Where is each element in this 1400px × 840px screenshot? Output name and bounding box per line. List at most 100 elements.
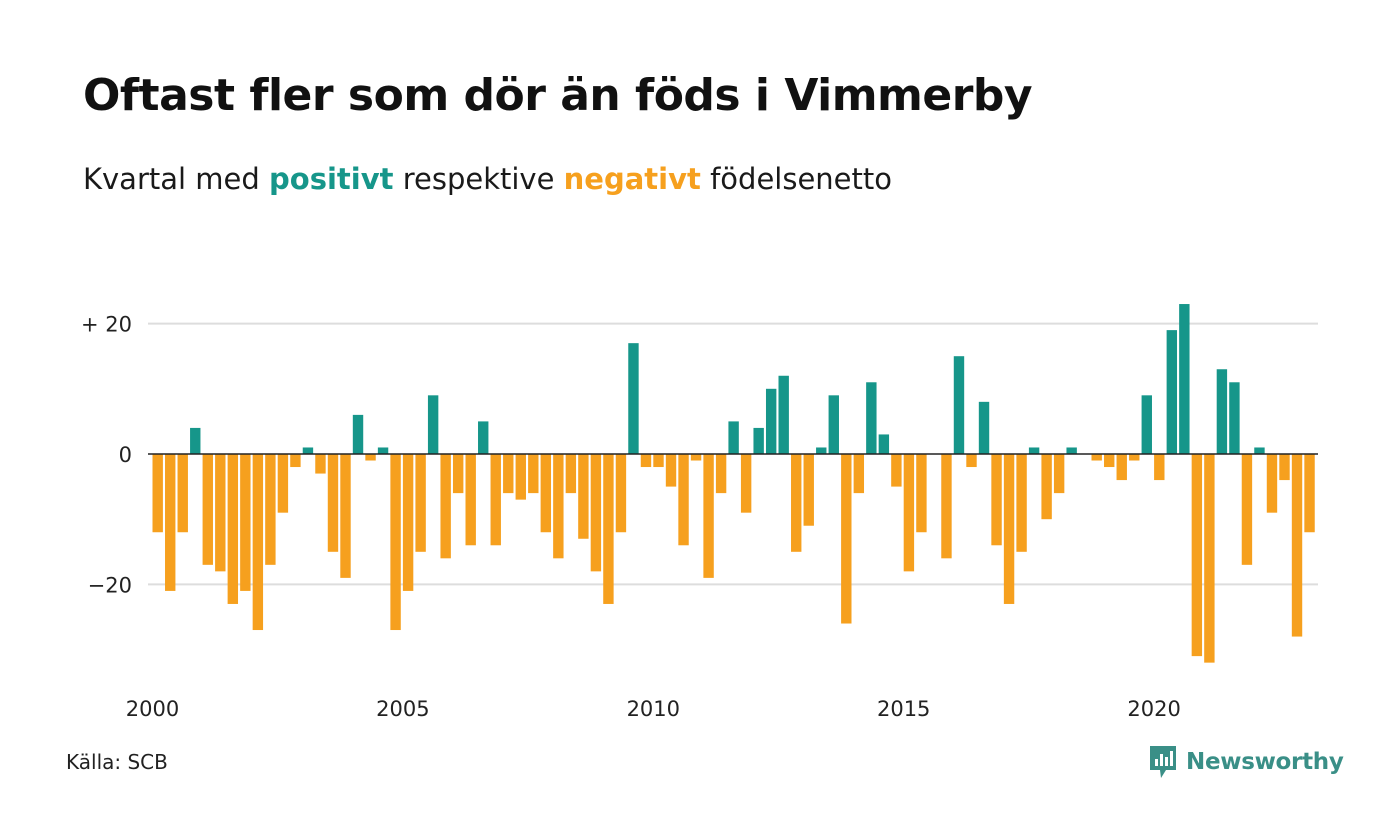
bar [440,454,451,559]
subtitle-suffix: födelsenetto [700,162,892,196]
bar [916,454,927,533]
bar [891,454,902,487]
bar [202,454,213,565]
bar [1129,454,1140,461]
bar [665,454,677,487]
bar [866,382,877,454]
bar [1166,330,1178,454]
subtitle-negative-word: negativt [563,162,701,196]
bar [1229,382,1240,454]
bar [1028,447,1040,454]
x-tick-label: 2020 [1127,697,1180,721]
bar [553,454,564,559]
subtitle-middle: respektive [393,162,564,196]
bar [177,454,188,533]
bar [390,454,401,631]
bar [490,454,501,546]
bar [277,454,289,513]
bar [878,434,890,454]
bar [1291,454,1303,637]
chart-title: Oftast fler som dör än föds i Vimmerby [83,70,1033,121]
bar [853,454,865,494]
bar [1216,369,1228,454]
bar [1091,454,1102,461]
bar [978,401,990,454]
bar [1003,454,1015,604]
bar [1041,454,1052,520]
bar [152,454,163,533]
bar [791,454,802,552]
bar [528,454,539,494]
bar [1179,304,1190,454]
x-tick-label: 2015 [877,697,930,721]
bar [728,421,739,454]
bar [1154,454,1165,481]
bar [215,454,226,572]
chart-subtitle: Kvartal med positivt respektive negativt… [83,162,892,196]
bar [1016,454,1027,552]
y-tick-label: −20 [88,573,132,597]
brand-logo: Newsworthy [1148,744,1344,780]
bar [165,454,176,591]
bar [227,454,239,604]
bar [427,395,439,454]
bar [415,454,426,552]
bar [465,454,476,546]
bar [190,427,201,454]
bar [565,454,577,494]
bar [740,454,752,513]
y-tick-label: 0 [119,443,132,467]
x-tick-label: 2000 [126,697,179,721]
bar [941,454,952,559]
bar [1279,454,1290,481]
bar [653,454,664,468]
bar [1104,454,1115,468]
bar [377,447,389,454]
bar [678,454,689,546]
bar [265,454,276,565]
bar [478,421,489,454]
bar [1141,395,1152,454]
bar [590,454,602,572]
bar [628,343,639,454]
bar [452,454,464,494]
bar [365,454,376,461]
y-tick-label: + 20 [81,313,132,337]
bar [515,454,526,500]
bar [953,356,965,454]
bar [640,454,652,468]
bar [1304,454,1315,533]
bar [340,454,351,578]
bar [1066,447,1077,454]
bar [841,454,852,624]
bar [991,454,1002,546]
bar [1204,454,1215,663]
newsworthy-logo-icon [1150,746,1176,778]
bar [816,447,827,454]
bar [828,395,839,454]
bar [903,454,915,572]
bar [503,454,514,494]
bar [803,454,814,526]
bar [1266,454,1278,513]
bar [290,454,301,468]
bar [302,447,314,454]
bar [315,454,326,474]
brand-name: Newsworthy [1186,749,1344,775]
x-tick-label: 2010 [627,697,680,721]
bar [352,414,364,454]
bar [778,375,789,454]
bar [765,388,777,454]
bar [603,454,614,604]
bar [1254,447,1265,454]
bar [252,454,264,631]
bar [615,454,627,533]
bar [966,454,977,468]
bar [1053,454,1065,494]
bar [715,454,727,494]
subtitle-prefix: Kvartal med [83,162,270,196]
source-note: Källa: SCB [66,750,168,774]
bar [327,454,339,552]
subtitle-positive-word: positivt [269,162,394,196]
